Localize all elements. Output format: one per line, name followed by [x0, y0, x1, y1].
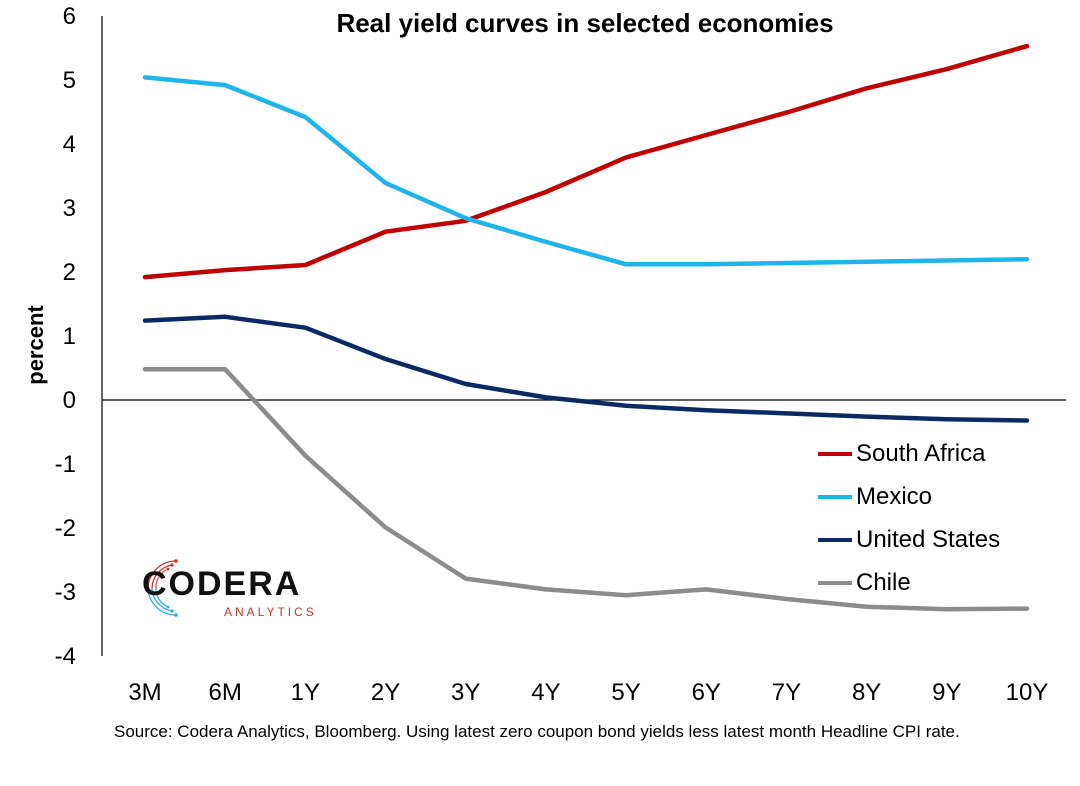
legend-label-chile: Chile	[856, 568, 911, 596]
codera-logo-subtitle: ANALYTICS	[224, 605, 317, 619]
y-tick-label: 4	[63, 131, 76, 158]
y-tick-label: -2	[55, 515, 76, 542]
legend-item-united-states: United States	[818, 518, 1000, 561]
y-tick-label: 0	[63, 387, 76, 414]
series-line-chile	[142, 367, 1030, 612]
legend-swatch-south-africa	[818, 451, 852, 456]
codera-logo-word: CODERA	[142, 565, 302, 603]
legend-label-united-states: United States	[856, 525, 1001, 553]
legend-label-mexico: Mexico	[856, 482, 933, 510]
legend-item-mexico: Mexico	[818, 475, 1000, 518]
y-tick-label: 1	[63, 323, 76, 350]
legend-swatch-chile	[818, 580, 852, 585]
chart-title: Real yield curves in selected economies	[336, 8, 834, 38]
y-tick-label: -1	[55, 451, 76, 478]
x-tick-label: 3Y	[451, 679, 480, 706]
x-tick-label: 6Y	[692, 679, 721, 706]
y-tick-label: -4	[55, 643, 76, 670]
x-tick-label: 8Y	[852, 679, 881, 706]
codera-logo-mark-icon	[147, 559, 178, 617]
series-line-united-states	[142, 314, 1030, 423]
x-tick-label: 3M	[128, 679, 161, 706]
series-lines	[142, 43, 1030, 612]
y-tick-label: 5	[63, 67, 76, 94]
series-line-south-africa	[142, 43, 1030, 280]
x-tick-label: 6M	[209, 679, 242, 706]
y-tick-label: -3	[55, 579, 76, 606]
y-tick-label: 2	[63, 259, 76, 286]
x-tick-label: 10Y	[1006, 679, 1049, 706]
x-tick-label: 4Y	[531, 679, 560, 706]
x-tick-label: 5Y	[611, 679, 640, 706]
x-tick-label: 1Y	[291, 679, 320, 706]
codera-logo: CODERA ANALYTICS	[132, 555, 332, 621]
x-tick-label: 7Y	[772, 679, 801, 706]
legend-swatch-united-states	[818, 537, 852, 542]
x-tick-labels: 3M 6M 1Y 2Y 3Y 4Y 5Y 6Y 7Y 8Y 9Y 10Y	[128, 679, 1048, 706]
source-note: Source: Codera Analytics, Bloomberg. Usi…	[114, 722, 960, 741]
legend-label-south-africa: South Africa	[856, 439, 986, 467]
legend-item-south-africa: South Africa	[818, 432, 1000, 475]
x-tick-label: 2Y	[371, 679, 400, 706]
y-tick-label: 6	[63, 3, 76, 30]
legend-swatch-mexico	[818, 494, 852, 499]
series-line-mexico	[142, 75, 1030, 267]
x-tick-label: 9Y	[932, 679, 961, 706]
y-tick-label: 3	[63, 195, 76, 222]
legend-item-chile: Chile	[818, 561, 1000, 604]
y-tick-labels: 6 5 4 3 2 1 0 -1 -2 -3 -4	[55, 3, 76, 670]
legend: South Africa Mexico United States Chile	[818, 432, 1000, 604]
y-axis-label: percent	[23, 305, 48, 385]
